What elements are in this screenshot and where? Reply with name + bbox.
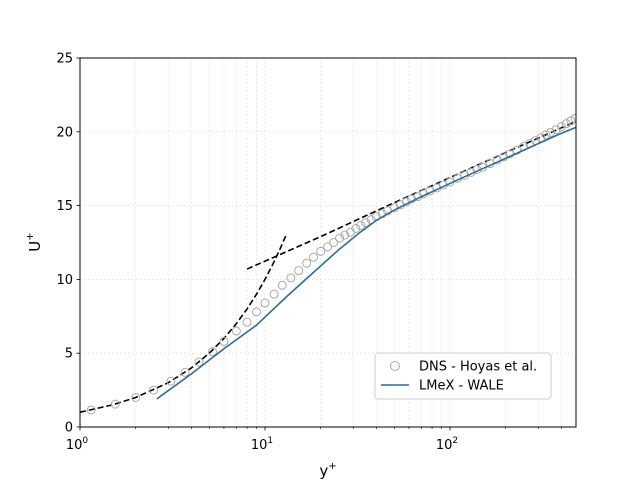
plot-area-frame [79,57,577,428]
dns-data-point [269,289,279,299]
dns-data-point [541,130,551,140]
x-tick-label: 101 [251,436,273,453]
dns-data-point [361,218,371,228]
dns-data-point [207,347,217,357]
wale-series-line [156,126,576,400]
y-tick-label: 25 [56,52,73,67]
viscous-sublayer-reference-line [80,234,287,414]
dns-data-point [131,392,141,402]
dns-data-point [286,273,296,283]
x-tick-label-exponent: 2 [452,436,458,446]
y-tick-label: 0 [65,421,73,436]
dns-data-point [294,266,304,276]
y-axis-label-superscript: + [25,232,36,240]
dns-data-point [231,326,241,336]
dns-data-point [356,221,366,231]
legend: DNS - Hoyas et al. LMeX - WALE [374,352,552,400]
x-tick-label-base: 10 [436,438,453,453]
x-axis-label-superscript: + [328,461,336,472]
legend-wale-label: LMeX - WALE [419,379,504,394]
y-axis-label-base: U [26,241,44,252]
dns-data-point [252,307,262,317]
dns-data-point [329,238,339,247]
y-tick-label: 10 [56,273,73,288]
x-tick-label-exponent: 1 [267,436,273,446]
dns-data-point [194,357,204,367]
dns-data-point [570,114,576,124]
x-tick-label-base: 10 [66,438,83,453]
legend-box [374,352,552,400]
dns-data-point [556,122,566,132]
x-tick-label: 102 [436,436,458,453]
dns-data-point [316,246,326,256]
dns-data-point [561,119,571,129]
dns-data-point [149,385,159,395]
dns-data-point [335,233,345,243]
dns-data-point [302,258,312,268]
dns-data-point [551,125,561,135]
x-tick-label-exponent: 0 [82,436,88,446]
dns-data-point [219,336,229,346]
x-axis-label: y+ [319,461,336,480]
dns-data-point [323,242,333,252]
plot-series [80,114,576,415]
dns-data-point [242,317,252,327]
dns-data-point [110,399,120,409]
dns-data-point [277,280,287,290]
dns-data-point [180,367,190,377]
dns-data-point [512,145,522,155]
legend-dns-label: DNS - Hoyas et al. [419,360,537,375]
dns-data-point [86,405,96,415]
dns-data-point [546,128,556,138]
grid-lines [79,58,576,427]
y-tick-label: 20 [56,125,73,140]
y-axis-label: U+ [25,232,44,251]
dns-data-point [260,298,270,308]
y-tick-label: 15 [56,199,73,214]
dns-data-point [351,223,361,233]
dns-data-point [566,116,576,126]
dns-data-point [309,252,319,262]
x-tick-label: 100 [66,436,89,453]
y-tick-label: 5 [65,347,73,362]
x-tick-label-base: 10 [251,438,268,453]
dns-data-point [166,376,176,386]
legend-dns-marker [390,361,400,371]
x-axis-label-base: y [319,462,328,480]
dns-data-point [340,230,350,240]
